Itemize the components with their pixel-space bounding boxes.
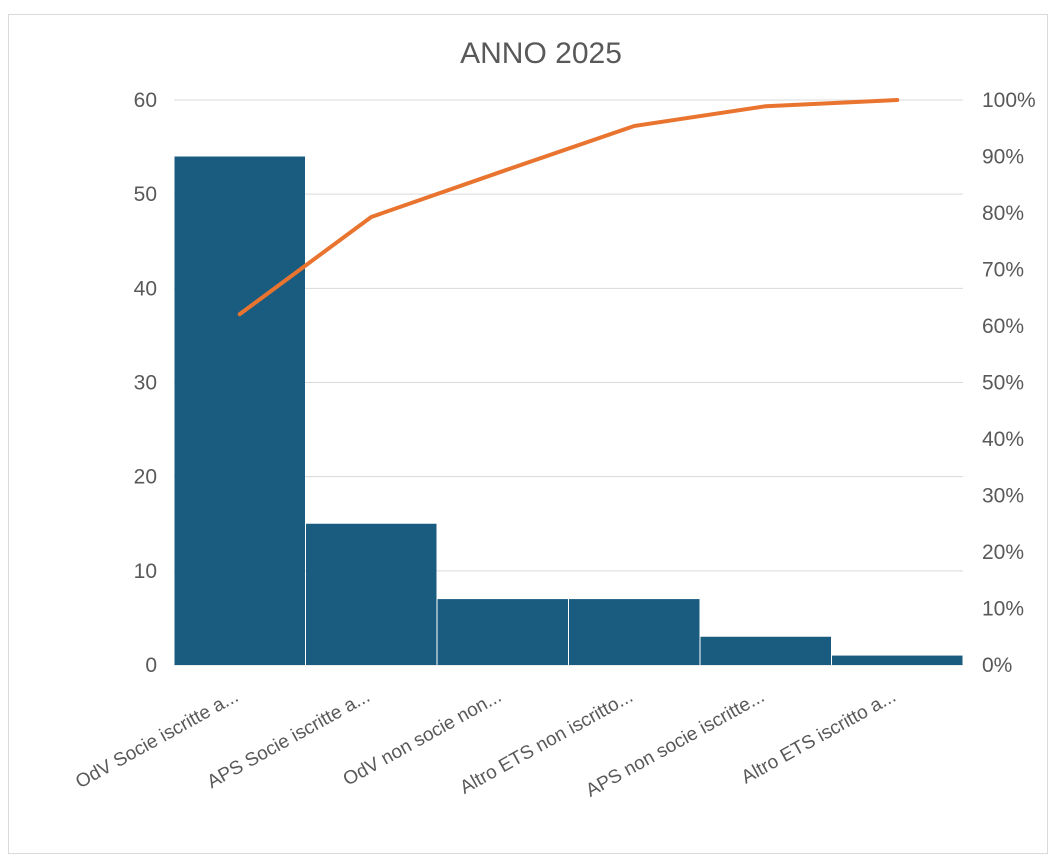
bar xyxy=(175,157,306,666)
right-tick-label: 100% xyxy=(982,89,1036,112)
left-axis-ticks: 0 10 20 30 40 50 60 xyxy=(134,89,157,677)
bar-series xyxy=(175,157,963,666)
right-tick-label: 10% xyxy=(982,598,1024,621)
right-tick-label: 90% xyxy=(982,146,1024,169)
cumulative-line-series xyxy=(240,100,898,314)
bar xyxy=(832,656,963,665)
left-tick-label: 30 xyxy=(134,372,157,395)
category-labels: OdV Socie iscritte a...APS Socie iscritt… xyxy=(72,686,899,802)
left-tick-label: 20 xyxy=(134,466,157,489)
left-tick-label: 50 xyxy=(134,183,157,206)
left-tick-label: 0 xyxy=(145,654,157,677)
right-tick-label: 60% xyxy=(982,315,1024,338)
right-tick-label: 70% xyxy=(982,259,1024,282)
bar xyxy=(438,599,569,665)
left-tick-label: 60 xyxy=(134,89,157,112)
cumulative-line xyxy=(240,100,898,314)
right-tick-label: 20% xyxy=(982,541,1024,564)
right-tick-label: 50% xyxy=(982,372,1024,395)
right-tick-label: 80% xyxy=(982,202,1024,225)
left-tick-label: 10 xyxy=(134,560,157,583)
bar xyxy=(306,524,437,665)
right-tick-label: 30% xyxy=(982,485,1024,508)
right-tick-label: 40% xyxy=(982,428,1024,451)
right-axis-ticks: 0% 10% 20% 30% 40% 50% 60% 70% 80% 90% 100% xyxy=(982,89,1036,677)
left-tick-label: 40 xyxy=(134,277,157,300)
right-tick-label: 0% xyxy=(982,654,1012,677)
bar xyxy=(569,599,700,665)
bar xyxy=(701,637,832,665)
chart-title: ANNO 2025 xyxy=(460,37,622,70)
